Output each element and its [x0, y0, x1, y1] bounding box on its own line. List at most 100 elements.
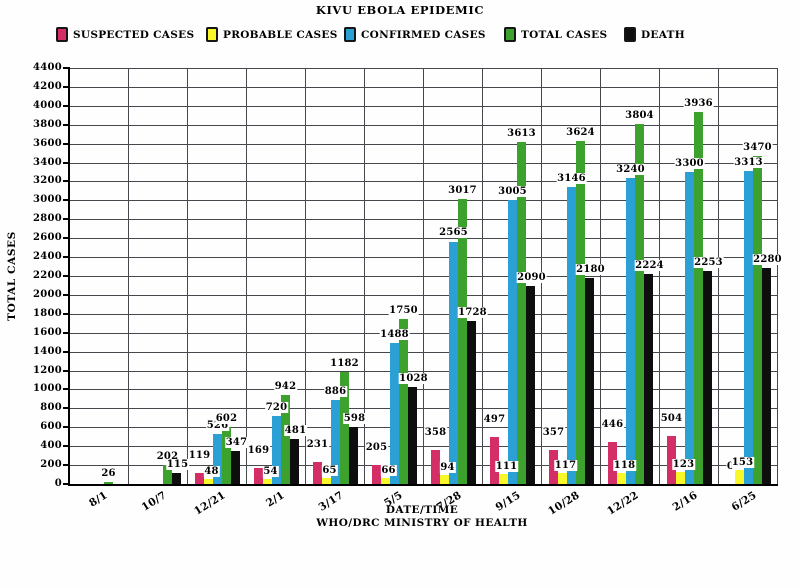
y-tick-mark — [63, 85, 70, 88]
legend-swatch-icon — [206, 27, 218, 42]
bar — [567, 186, 576, 484]
bar-value-label: 347 — [224, 437, 249, 449]
bar — [676, 472, 685, 484]
v-gridline — [423, 68, 424, 484]
bar — [222, 427, 231, 484]
bar-value-label: 2253 — [693, 256, 724, 268]
bar — [390, 343, 399, 484]
y-tick-mark — [63, 256, 70, 259]
bar — [762, 268, 771, 484]
y-tick-mark — [63, 407, 70, 410]
bar — [313, 462, 322, 484]
y-tick-mark — [63, 388, 70, 391]
y-tick-mark — [63, 123, 70, 126]
bar — [585, 277, 594, 484]
bar-value-label: 169 — [246, 445, 271, 457]
y-tick-label: 2200 — [32, 270, 62, 281]
bar-value-label: 526 — [205, 420, 230, 432]
bar-value-label: 3624 — [565, 127, 596, 139]
h-gridline — [70, 257, 778, 259]
bar — [331, 400, 340, 484]
bar — [703, 271, 712, 484]
legend-swatch-icon — [504, 27, 516, 42]
y-tick-mark — [63, 350, 70, 353]
bar-value-label: 26 — [100, 467, 117, 479]
y-tick-label: 3200 — [32, 175, 62, 187]
v-gridline — [718, 68, 719, 484]
bar-value-label: 48 — [203, 466, 220, 478]
y-tick-label: 4200 — [32, 80, 62, 92]
y-tick-mark — [63, 426, 70, 429]
bar-value-label: 3017 — [447, 184, 478, 196]
bar — [576, 141, 585, 484]
h-gridline — [70, 446, 778, 448]
bar — [526, 286, 535, 484]
y-tick-mark — [63, 180, 70, 183]
bar — [104, 481, 113, 484]
bar-value-label: 123 — [671, 459, 696, 471]
bar — [440, 475, 449, 484]
bar — [626, 177, 635, 484]
bar — [254, 468, 263, 484]
bar-value-label: 497 — [482, 414, 507, 425]
y-tick-label: 1600 — [32, 326, 62, 338]
bar — [753, 155, 762, 484]
y-tick-label: 1000 — [32, 383, 62, 395]
bar — [517, 142, 526, 484]
bar — [617, 472, 626, 484]
y-tick-mark — [63, 275, 70, 277]
y-tick-label: 1800 — [32, 307, 62, 319]
y-tick-mark — [63, 67, 70, 69]
h-gridline — [70, 68, 778, 69]
v-gridline — [364, 68, 365, 484]
v-gridline — [305, 68, 306, 484]
bar — [290, 438, 299, 484]
bar-value-label: 602 — [214, 413, 239, 425]
legend-label: PROBABLE CASES — [223, 28, 338, 41]
bar — [694, 111, 703, 484]
x-axis-title: DATE/TIME — [385, 504, 459, 516]
legend-label: TOTAL CASES — [521, 28, 608, 41]
bar-value-label: 115 — [165, 459, 190, 471]
y-tick-label: 200 — [40, 459, 62, 471]
v-gridline — [482, 68, 483, 484]
v-gridline — [659, 68, 660, 484]
h-gridline — [70, 370, 778, 372]
bar — [549, 450, 558, 484]
v-gridline — [187, 68, 188, 484]
bar-value-label: 357 — [541, 427, 566, 439]
legend-swatch-icon — [56, 27, 68, 42]
bar — [281, 394, 290, 484]
legend-item: TOTAL CASES — [504, 27, 607, 42]
h-gridline — [70, 276, 778, 277]
bar — [635, 124, 644, 484]
bar-value-label: 0 — [725, 461, 736, 472]
y-tick-mark — [63, 483, 70, 485]
bar — [213, 434, 222, 484]
y-tick-mark — [63, 464, 70, 467]
bar-value-label: 720 — [264, 401, 289, 413]
bar-value-label: 2565 — [438, 227, 469, 239]
bar — [667, 436, 676, 484]
bar — [608, 441, 617, 484]
legend-label: DEATH — [641, 28, 685, 41]
v-gridline — [777, 68, 778, 484]
y-tick-label: 3400 — [32, 156, 62, 168]
y-tick-mark — [63, 293, 70, 296]
legend-label: SUSPECTED CASES — [73, 28, 195, 41]
bar-value-label: 202 — [155, 450, 180, 462]
bar — [263, 478, 272, 484]
bar — [558, 472, 567, 484]
y-tick-label: 4400 — [32, 62, 62, 73]
legend-item: PROBABLE CASES — [206, 27, 338, 42]
bar-value-label: 481 — [283, 424, 308, 436]
v-gridline — [246, 68, 247, 484]
h-gridline — [70, 143, 778, 145]
y-tick-label: 4000 — [32, 99, 62, 111]
h-gridline — [70, 105, 778, 107]
bar-value-label: 2090 — [516, 272, 547, 284]
y-tick-mark — [63, 218, 70, 221]
y-tick-label: 1200 — [32, 364, 62, 376]
bar-value-label: 3240 — [615, 163, 646, 175]
bar-value-label: 1488 — [379, 329, 410, 341]
